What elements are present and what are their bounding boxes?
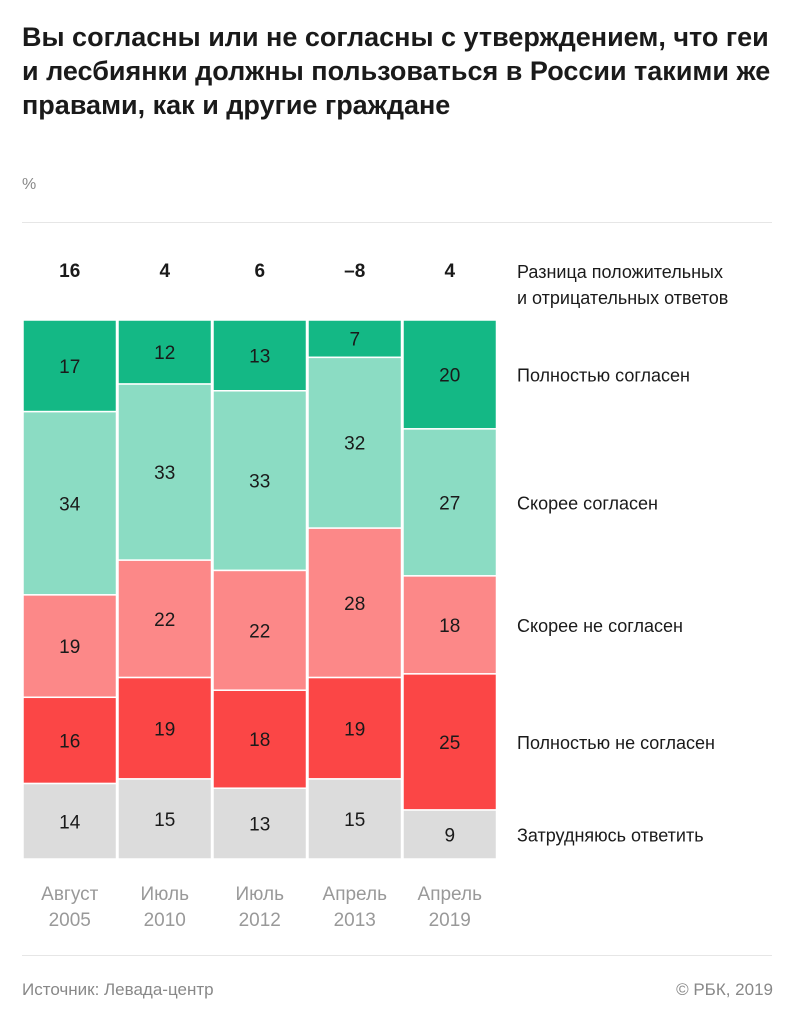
bar-segment [402,428,498,577]
legend-entry: Полностью не согласен [517,733,715,753]
bar-segment [117,559,213,679]
data-label: 18 [439,616,460,637]
copyright: © РБК, 2019 [676,980,773,999]
stacked-bar-chart: 173419161416Август200512332219154Июль201… [22,261,728,931]
bar-segment [22,782,118,860]
bar-segment [212,787,308,860]
bar-segment [307,319,403,359]
data-label: 9 [444,826,455,847]
data-label: 13 [249,346,270,367]
bar-segment [117,383,213,561]
x-tick-label: 2005 [49,910,91,931]
x-tick-label: Апрель [323,884,388,905]
data-label: 22 [154,610,175,631]
difference-value: 4 [159,261,170,282]
data-label: 17 [59,357,80,378]
x-tick-label: Август [41,884,98,905]
data-label: 19 [154,719,175,740]
data-label: 33 [154,463,175,484]
data-label: 33 [249,472,270,493]
data-label: 14 [59,812,81,833]
bar-segment [402,575,498,675]
bottom-divider [22,955,772,956]
unit-label: % [22,176,37,193]
x-tick-label: Июль [141,884,190,905]
bar-segment [117,676,213,780]
data-label: 19 [344,719,365,740]
difference-value: 4 [444,261,455,282]
x-tick-label: 2019 [429,910,471,931]
data-label: 15 [154,810,175,831]
top-divider [22,222,772,223]
difference-value: –8 [344,261,365,282]
data-label: 18 [249,730,270,751]
x-tick-label: Апрель [418,884,483,905]
bar-segment [22,594,118,699]
difference-value: 6 [254,261,265,282]
data-label: 7 [349,330,360,351]
x-tick-label: 2010 [144,910,186,931]
bar-segment [22,319,118,413]
data-label: 34 [59,494,81,515]
x-tick-label: 2012 [239,910,281,931]
bar-segment [307,527,403,679]
bar-segment [307,356,403,529]
legend-entry: Скорее не согласен [517,616,683,636]
bar-segment [22,696,118,785]
bar-segment [212,390,308,572]
bar-segment [22,410,118,596]
data-label: 20 [439,365,460,386]
bar-segment [117,778,213,860]
legend-entry: Полностью согласен [517,365,690,385]
data-label: 32 [344,434,365,455]
bar-segment [402,673,498,811]
difference-legend: Разница положительных [517,262,723,282]
data-label: 15 [344,810,365,831]
data-label: 13 [249,815,270,836]
data-label: 16 [59,731,80,752]
bar-segment [212,569,308,691]
chart-title: Вы согласны или не согласны с утверждени… [22,22,771,120]
data-label: 25 [439,733,460,754]
bar-segment [402,809,498,860]
source-note: Источник: Левада-центр [22,980,214,999]
legend-entry: Затрудняюсь ответить [517,826,704,846]
x-tick-label: 2013 [334,910,376,931]
bar-segment [212,319,308,392]
difference-legend: и отрицательных ответов [517,288,728,308]
data-label: 22 [249,621,270,642]
bar-segment [402,319,498,430]
data-label: 12 [154,343,175,364]
bar-segment [307,778,403,860]
bar-segment [212,689,308,789]
difference-value: 16 [59,261,80,282]
legend-entry: Скорее согласен [517,493,658,513]
data-label: 27 [439,493,460,514]
data-label: 28 [344,594,365,615]
bar-segment [307,676,403,780]
x-tick-label: Июль [236,884,285,905]
data-label: 19 [59,637,80,658]
bar-segment [117,319,213,385]
